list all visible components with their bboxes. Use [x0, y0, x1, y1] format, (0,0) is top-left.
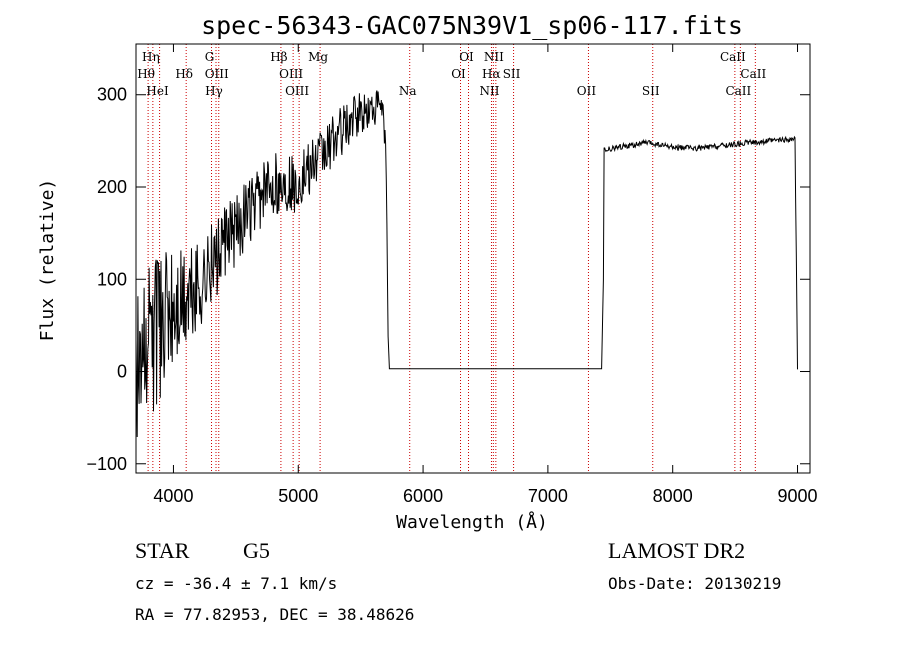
chart-title: spec-56343-GAC075N39V1_sp06-117.fits	[201, 11, 743, 40]
spectral-line-markers	[147, 44, 756, 473]
spectral-line-label: HeI	[146, 84, 169, 98]
spectral-line-label: OIII	[279, 67, 303, 81]
redshift-text: cz = -36.4 ± 7.1 km/s	[135, 574, 337, 593]
spectral-line-label: OII	[577, 84, 597, 98]
spectral-line-label: Hθ	[137, 67, 155, 81]
x-tick-label: 7000	[528, 486, 568, 506]
x-axis: 4000 5000 6000 7000 8000 9000	[153, 44, 818, 506]
x-tick-label: 8000	[653, 486, 693, 506]
y-tick-label: 100	[97, 269, 127, 289]
y-tick-label: 0	[117, 362, 127, 382]
subclass: G5	[243, 538, 270, 563]
x-axis-label: Wavelength (Å)	[396, 511, 548, 533]
plot-frame	[135, 43, 811, 474]
y-axis: −100 0 100 200 300	[86, 85, 810, 474]
spectral-line-label: Hγ	[205, 84, 223, 98]
spectral-line-label: CaII	[725, 84, 751, 98]
spectral-line-label: Hη	[142, 50, 160, 64]
spectral-line-label: OI	[459, 50, 474, 64]
spectral-line-label: Mg	[308, 50, 328, 64]
survey-name: LAMOST DR2	[608, 538, 745, 563]
spectral-line-label: Hδ	[175, 67, 193, 81]
spectrum-trace	[135, 90, 798, 438]
spectral-line-label: OIII	[205, 67, 229, 81]
spectral-line-label: NII	[479, 84, 499, 98]
spectral-line-label: CaII	[720, 50, 746, 64]
spectral-line-label: SII	[503, 67, 521, 81]
y-tick-label: 300	[97, 85, 127, 105]
y-tick-label: 200	[97, 177, 127, 197]
spectral-line-label: OIII	[285, 84, 309, 98]
x-tick-label: 9000	[777, 486, 817, 506]
object-type: STAR	[135, 538, 190, 563]
y-tick-label: −100	[86, 454, 127, 474]
spectral-line-label: OI	[451, 67, 466, 81]
x-tick-label: 4000	[153, 486, 193, 506]
x-tick-label: 5000	[278, 486, 318, 506]
coordinates: RA = 77.82953, DEC = 38.48626	[135, 605, 414, 624]
spectral-line-label: Hα	[482, 67, 501, 81]
spectral-line-label: SII	[642, 84, 660, 98]
spectral-line-label: Na	[399, 84, 417, 98]
spectral-line-label: G	[205, 50, 215, 64]
x-tick-label: 6000	[403, 486, 443, 506]
spectral-line-label: Hβ	[270, 50, 287, 64]
spectral-line-label: CaII	[740, 67, 766, 81]
spectrum-line	[135, 90, 798, 438]
spectral-line-label: NII	[484, 50, 504, 64]
obs-date: Obs-Date: 20130219	[608, 574, 781, 593]
y-axis-label: Flux (relative)	[37, 179, 58, 342]
